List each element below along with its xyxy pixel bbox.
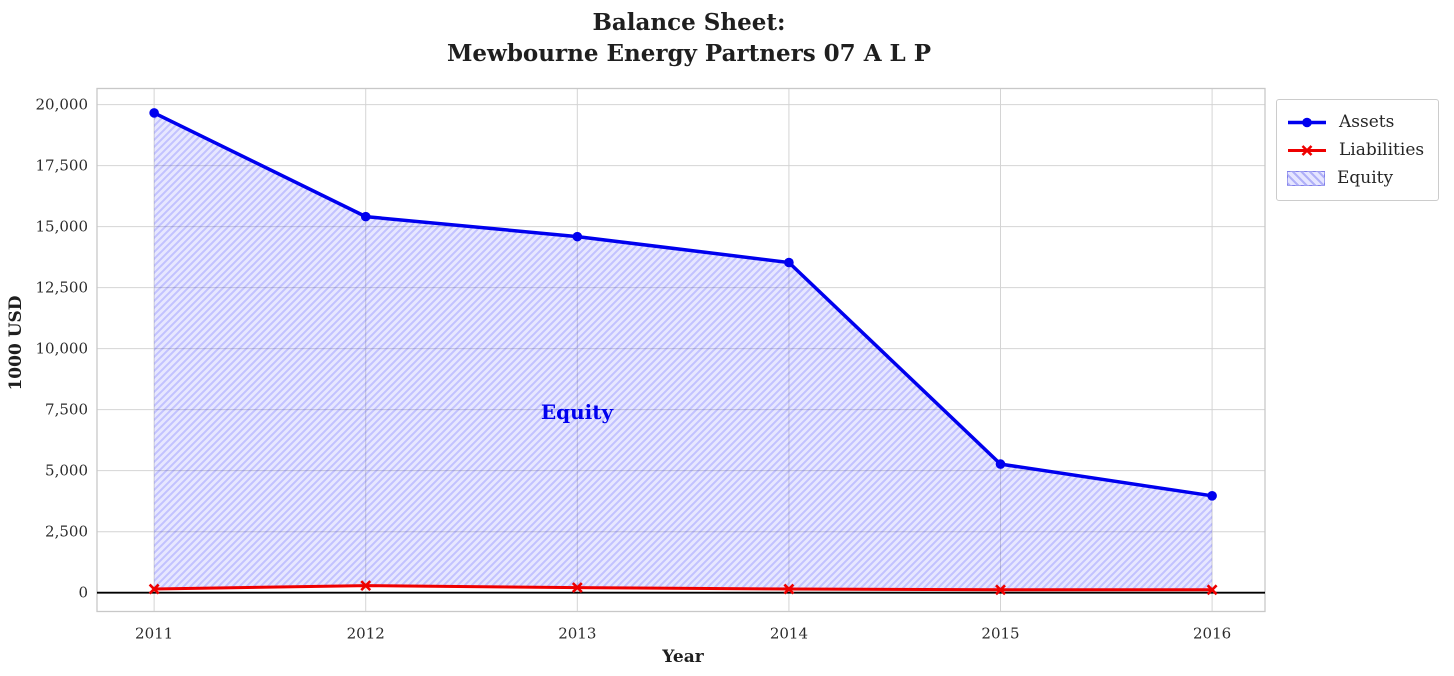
x-tick-label: 2016 bbox=[1193, 625, 1231, 643]
y-tick-label: 7,500 bbox=[45, 401, 88, 419]
y-tick-label: 12,500 bbox=[36, 279, 89, 297]
chart-title-line1: Balance Sheet: bbox=[592, 9, 786, 36]
legend-row-equity: Equity bbox=[1287, 164, 1424, 192]
x-axis-label: Year bbox=[662, 647, 704, 667]
y-tick-label: 2,500 bbox=[45, 523, 88, 541]
legend-label-liabilities: Liabilities bbox=[1339, 140, 1425, 160]
assets-data-point bbox=[360, 211, 371, 222]
x-tick-label: 2014 bbox=[770, 625, 808, 643]
legend-row-assets: Assets bbox=[1287, 108, 1424, 136]
chart-title-line2: Mewbourne Energy Partners 07 A L P bbox=[446, 40, 932, 67]
assets-data-point bbox=[572, 231, 583, 242]
liabilities-line-icon bbox=[1288, 144, 1326, 156]
y-tick-label: 5,000 bbox=[45, 462, 88, 480]
liabilities-data-point bbox=[1206, 584, 1218, 596]
y-tick-label: 17,500 bbox=[36, 157, 89, 175]
legend-label-equity: Equity bbox=[1337, 168, 1394, 188]
assets-line bbox=[152, 111, 1214, 498]
legend-label-assets: Assets bbox=[1339, 112, 1395, 132]
x-tick-label: 2011 bbox=[135, 625, 173, 643]
assets-data-point bbox=[784, 257, 794, 268]
equity-area bbox=[154, 112, 1213, 590]
legend: Assets Liabilities Equity bbox=[1276, 99, 1440, 201]
y-tick-label: 20,000 bbox=[36, 96, 89, 114]
y-axis-label: 1000 USD bbox=[6, 295, 26, 391]
y-tick-label: 0 bbox=[78, 584, 88, 602]
liabilities-data-point bbox=[995, 584, 1006, 596]
liabilities-data-point bbox=[360, 580, 372, 592]
equity-patch-icon bbox=[1287, 170, 1325, 186]
x-tick-label: 2015 bbox=[981, 625, 1019, 643]
chart-title: Balance Sheet: Mewbourne Energy Partners… bbox=[0, 7, 1378, 69]
x-tick-label: 2013 bbox=[558, 625, 596, 643]
plot-border bbox=[96, 87, 1266, 613]
y-tick-label: 15,000 bbox=[36, 218, 89, 236]
y-tick-label: 10,000 bbox=[36, 340, 89, 358]
assets-line-icon bbox=[1288, 117, 1326, 127]
legend-row-liabilities: Liabilities bbox=[1287, 136, 1424, 164]
x-tick-label: 2012 bbox=[347, 625, 385, 643]
equity-annotation: Equity bbox=[540, 400, 614, 424]
assets-data-point bbox=[995, 459, 1006, 469]
liabilities-line bbox=[152, 584, 1214, 592]
liabilities-data-point bbox=[571, 582, 583, 594]
assets-data-point bbox=[149, 108, 159, 118]
liabilities-data-point bbox=[148, 583, 160, 595]
liabilities-data-point bbox=[783, 583, 795, 595]
assets-data-point bbox=[1207, 491, 1217, 501]
